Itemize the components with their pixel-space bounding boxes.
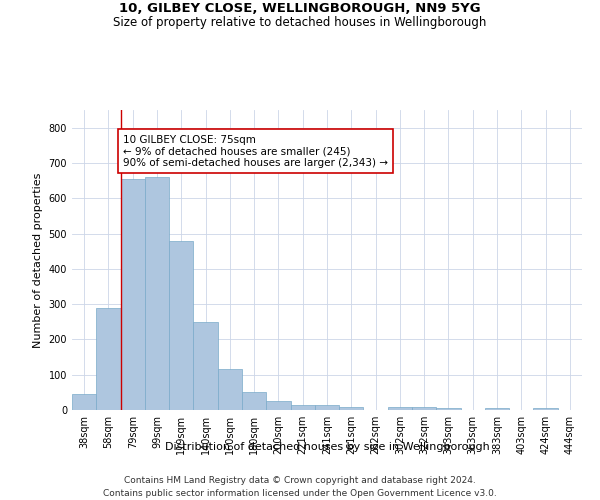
- Bar: [242, 392, 266, 410]
- Bar: [436, 408, 461, 410]
- Text: Contains HM Land Registry data © Crown copyright and database right 2024.
Contai: Contains HM Land Registry data © Crown c…: [103, 476, 497, 498]
- Bar: [72, 394, 96, 410]
- Text: 10, GILBEY CLOSE, WELLINGBOROUGH, NN9 5YG: 10, GILBEY CLOSE, WELLINGBOROUGH, NN9 5Y…: [119, 2, 481, 16]
- Text: Distribution of detached houses by size in Wellingborough: Distribution of detached houses by size …: [164, 442, 490, 452]
- Text: Size of property relative to detached houses in Wellingborough: Size of property relative to detached ho…: [113, 16, 487, 29]
- Bar: [339, 407, 364, 410]
- Bar: [388, 407, 412, 410]
- Bar: [485, 408, 509, 410]
- Bar: [145, 177, 169, 410]
- Bar: [169, 240, 193, 410]
- Bar: [412, 407, 436, 410]
- Bar: [290, 404, 315, 410]
- Bar: [121, 179, 145, 410]
- Bar: [266, 401, 290, 410]
- Y-axis label: Number of detached properties: Number of detached properties: [33, 172, 43, 348]
- Bar: [218, 370, 242, 410]
- Bar: [193, 322, 218, 410]
- Text: 10 GILBEY CLOSE: 75sqm
← 9% of detached houses are smaller (245)
90% of semi-det: 10 GILBEY CLOSE: 75sqm ← 9% of detached …: [123, 134, 388, 168]
- Bar: [533, 408, 558, 410]
- Bar: [96, 308, 121, 410]
- Bar: [315, 404, 339, 410]
